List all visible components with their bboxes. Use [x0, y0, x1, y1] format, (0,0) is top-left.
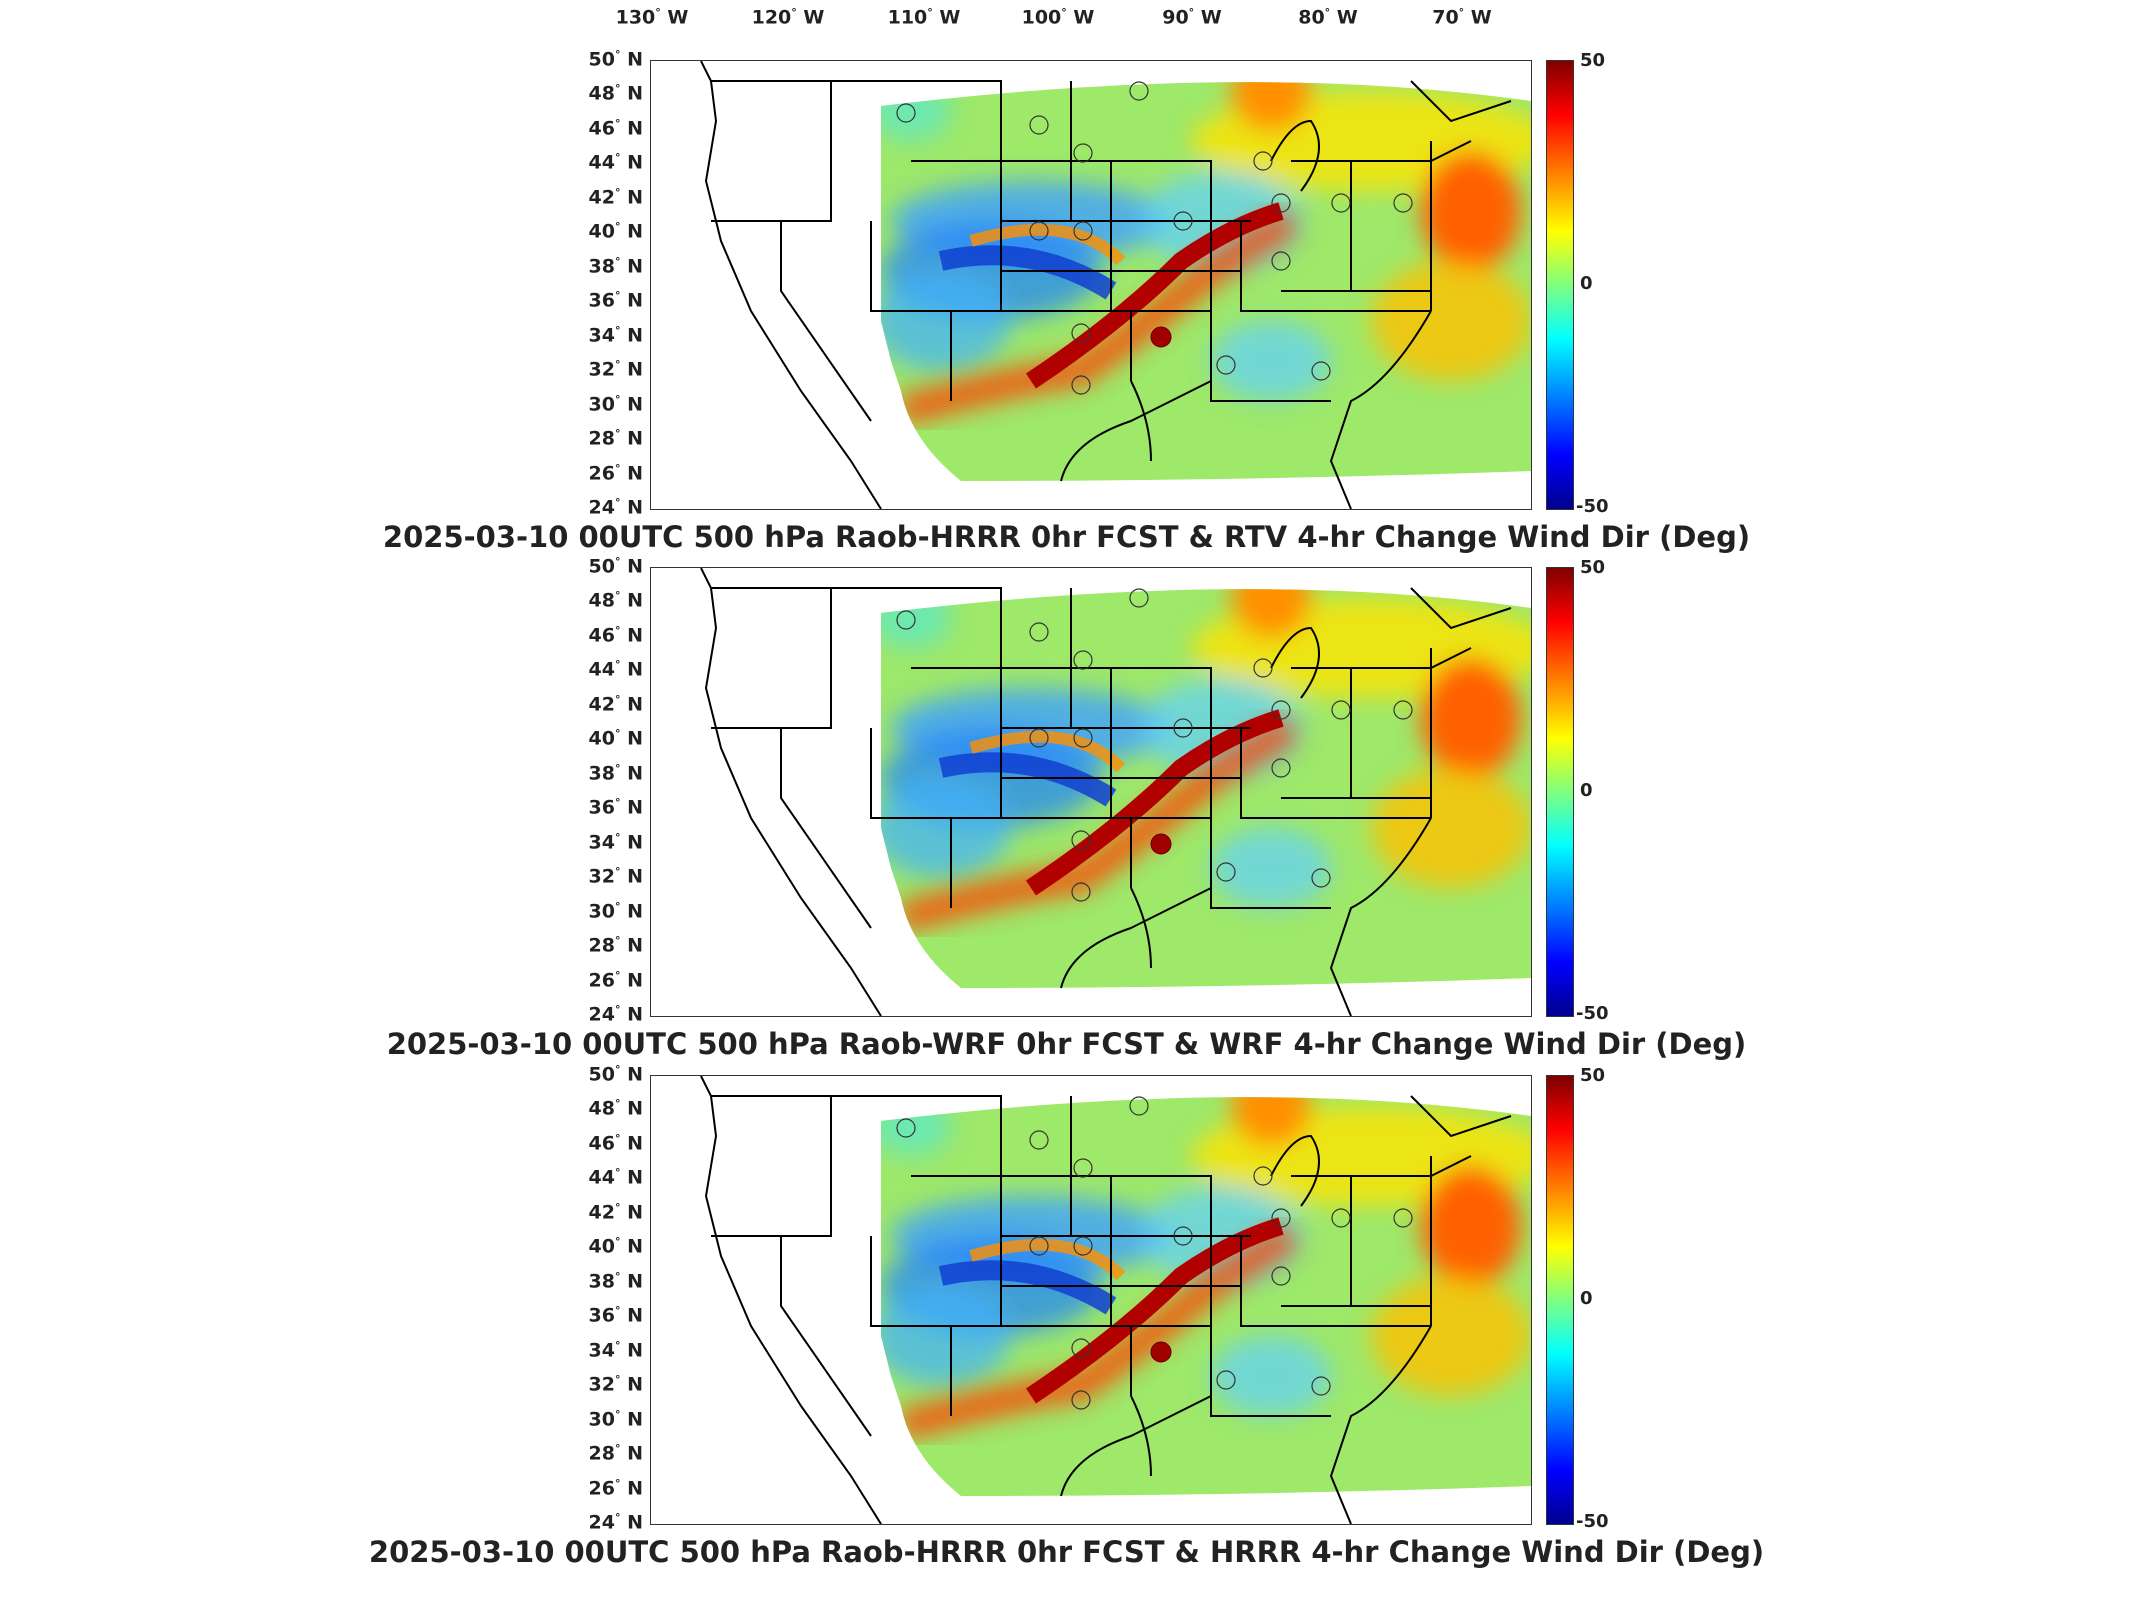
colorbar-min-label: -50 — [1576, 1003, 1609, 1024]
lon-label: 120° W — [751, 6, 825, 29]
lat-label: 46° N — [588, 116, 643, 140]
panel-title-3: 2025-03-10 00UTC 500 hPa Raob-HRRR 0hr F… — [368, 1535, 1765, 1569]
lon-label: 90° W — [1162, 6, 1222, 29]
colorbar-3 — [1546, 1075, 1574, 1525]
lon-label: 110° W — [887, 6, 961, 29]
lat-label: 40° N — [588, 1235, 643, 1258]
colorbar-min-label: -50 — [1576, 496, 1609, 517]
lat-label: 48° N — [588, 1097, 643, 1120]
map-panel-3 — [650, 1075, 1532, 1525]
lat-label: 40° N — [588, 727, 643, 750]
colorbar-max-label: 50 — [1580, 50, 1606, 71]
lat-label: 38° N — [588, 1269, 643, 1293]
lat-label: 44° N — [588, 658, 643, 681]
lat-label: 42° N — [588, 185, 643, 209]
raob-stations — [896, 1096, 1413, 1410]
raob-stations — [896, 81, 1413, 395]
lat-label: 46° N — [588, 1131, 643, 1155]
state-borders — [700, 1076, 1512, 1524]
lat-label: 42° N — [588, 1200, 643, 1224]
lat-label: 32° N — [588, 865, 643, 888]
model-field — [881, 1097, 1531, 1496]
state-borders — [700, 568, 1512, 1016]
lat-label: 24° N — [588, 1003, 643, 1026]
lat-label: 28° N — [588, 427, 643, 450]
lat-label: 44° N — [588, 1166, 643, 1189]
lon-label: 70° W — [1432, 6, 1492, 29]
lat-label: 26° N — [588, 968, 643, 991]
model-field — [881, 589, 1531, 988]
colorbar-mid-label: 0 — [1580, 780, 1593, 801]
lat-label: 36° N — [588, 796, 643, 819]
lat-label: 48° N — [588, 589, 643, 612]
panel-title-2: 2025-03-10 00UTC 500 hPa Raob-WRF 0hr FC… — [386, 1027, 1747, 1061]
lat-label: 30° N — [588, 899, 643, 922]
lat-label: 42° N — [588, 692, 643, 716]
map-panel-1 — [650, 60, 1532, 510]
lat-label: 24° N — [588, 1511, 643, 1534]
lat-label: 28° N — [588, 1442, 643, 1465]
lat-label: 34° N — [588, 830, 643, 854]
raob-station-max — [1150, 833, 1172, 855]
lat-label: 36° N — [588, 289, 643, 312]
lat-label: 46° N — [588, 623, 643, 647]
lat-label: 34° N — [588, 1338, 643, 1362]
raob-stations — [896, 588, 1413, 902]
colorbar-mid-label: 0 — [1580, 273, 1593, 294]
lat-label: 30° N — [588, 1407, 643, 1430]
lat-label: 36° N — [588, 1304, 643, 1327]
colorbar-mid-label: 0 — [1580, 1288, 1593, 1309]
lat-label: 28° N — [588, 934, 643, 957]
colorbar-max-label: 50 — [1580, 1065, 1606, 1086]
colorbar-2 — [1546, 567, 1574, 1017]
panel-title-1: 2025-03-10 00UTC 500 hPa Raob-HRRR 0hr F… — [382, 520, 1751, 554]
lat-label: 40° N — [588, 220, 643, 243]
colorbar-max-label: 50 — [1580, 557, 1606, 578]
lat-label: 50° N — [588, 555, 643, 578]
lat-label: 24° N — [588, 496, 643, 519]
lat-label: 48° N — [588, 82, 643, 105]
lat-label: 30° N — [588, 392, 643, 415]
lat-label: 50° N — [588, 48, 643, 71]
map-panel-2 — [650, 567, 1532, 1017]
lat-label: 50° N — [588, 1063, 643, 1086]
lon-label: 130° W — [615, 6, 689, 29]
raob-station-max — [1150, 1341, 1172, 1363]
lat-label: 38° N — [588, 254, 643, 278]
lat-label: 34° N — [588, 323, 643, 347]
lat-label: 26° N — [588, 461, 643, 484]
lat-label: 44° N — [588, 151, 643, 174]
raob-station-max — [1150, 326, 1172, 348]
lat-label: 32° N — [588, 1373, 643, 1396]
lon-label: 100° W — [1021, 6, 1095, 29]
colorbar-min-label: -50 — [1576, 1511, 1609, 1532]
lat-label: 26° N — [588, 1476, 643, 1499]
state-borders — [700, 61, 1512, 509]
lat-label: 38° N — [588, 761, 643, 785]
colorbar-1 — [1546, 60, 1574, 510]
lat-label: 32° N — [588, 358, 643, 381]
model-field — [881, 82, 1531, 481]
lon-label: 80° W — [1298, 6, 1358, 29]
